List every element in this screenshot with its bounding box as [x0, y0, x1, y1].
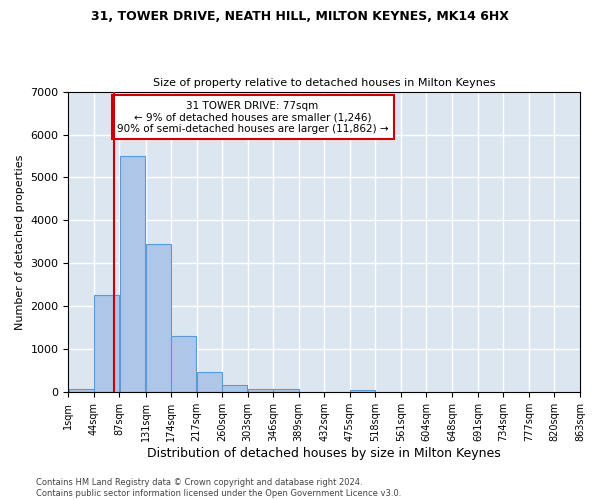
Y-axis label: Number of detached properties: Number of detached properties [15, 154, 25, 330]
Bar [68, 389, 94, 392]
Bar [146, 244, 171, 392]
X-axis label: Distribution of detached houses by size in Milton Keynes: Distribution of detached houses by size … [148, 447, 501, 460]
Bar [350, 390, 375, 392]
Bar [222, 385, 247, 392]
Bar [119, 156, 145, 392]
Bar [171, 336, 196, 392]
Title: Size of property relative to detached houses in Milton Keynes: Size of property relative to detached ho… [153, 78, 496, 88]
Bar [94, 294, 119, 392]
Bar [248, 389, 273, 392]
Bar [274, 389, 299, 392]
Bar [197, 372, 222, 392]
Text: 31, TOWER DRIVE, NEATH HILL, MILTON KEYNES, MK14 6HX: 31, TOWER DRIVE, NEATH HILL, MILTON KEYN… [91, 10, 509, 23]
Text: Contains HM Land Registry data © Crown copyright and database right 2024.
Contai: Contains HM Land Registry data © Crown c… [36, 478, 401, 498]
Text: 31 TOWER DRIVE: 77sqm
← 9% of detached houses are smaller (1,246)
90% of semi-de: 31 TOWER DRIVE: 77sqm ← 9% of detached h… [117, 100, 388, 134]
